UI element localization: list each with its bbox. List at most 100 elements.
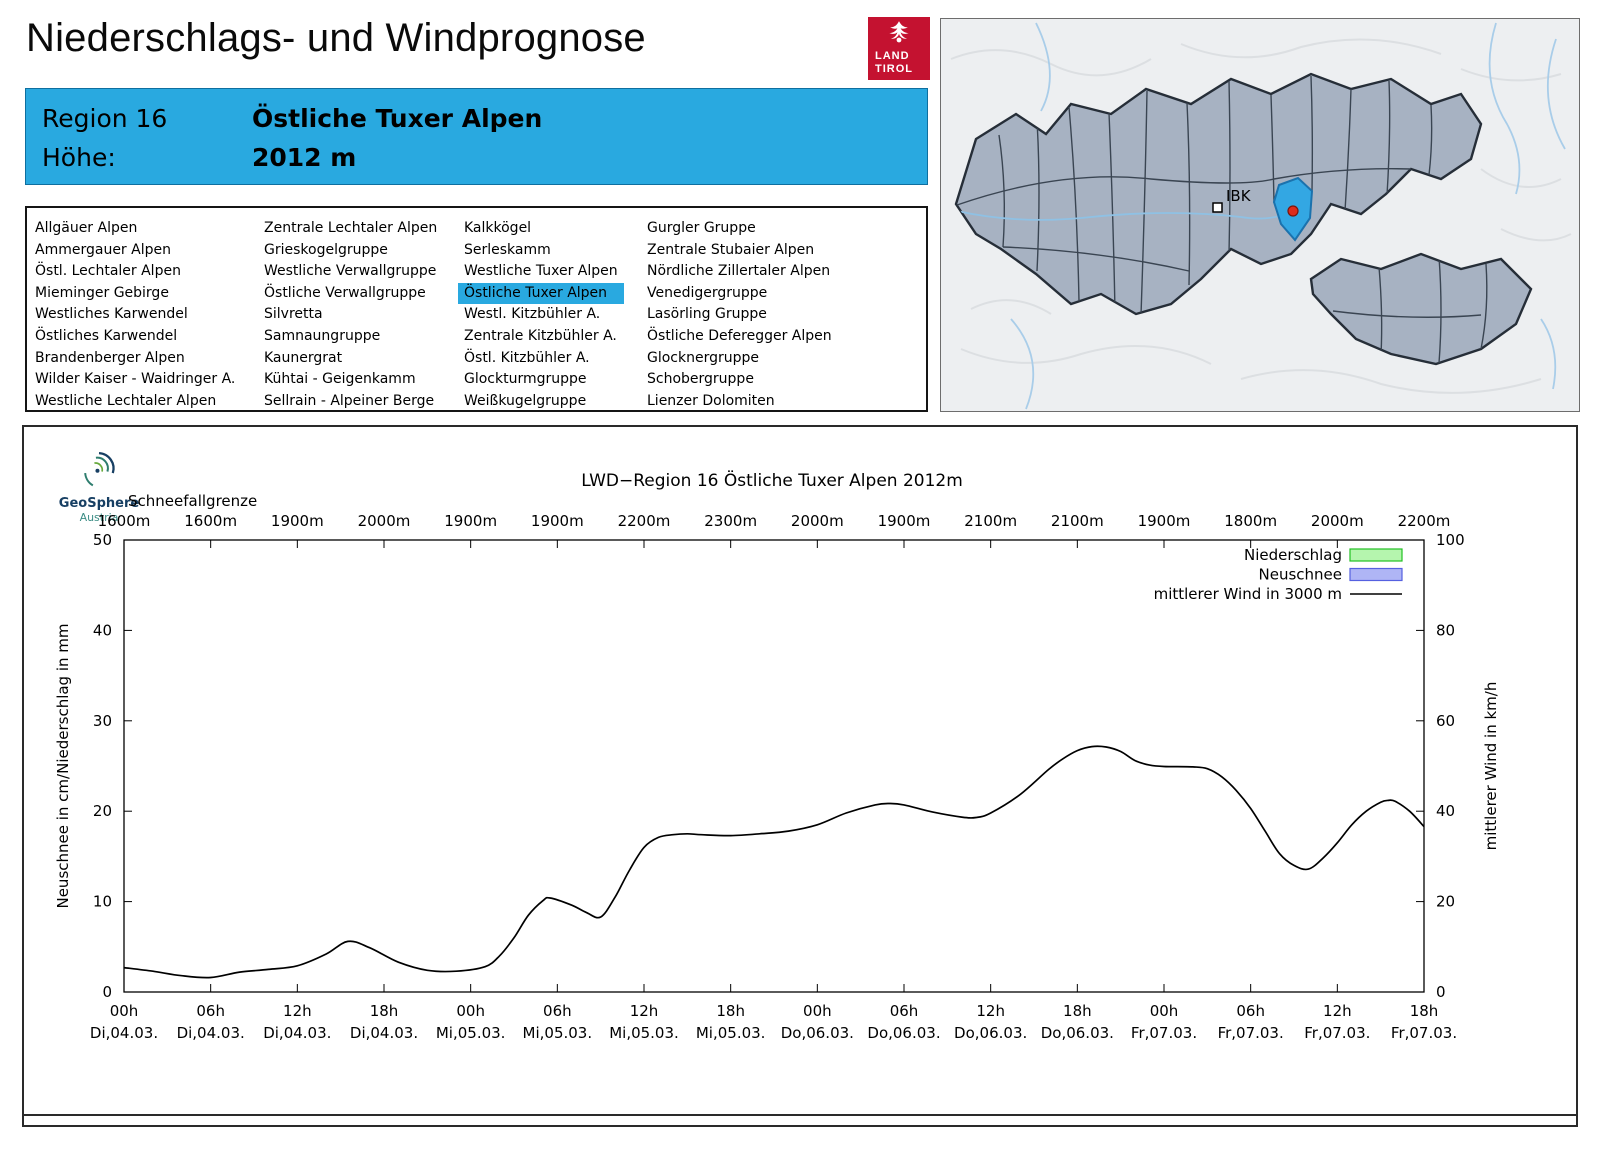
y-tick-right-label: 20 [1436,893,1455,911]
y-tick-left-label: 20 [93,802,112,820]
region-list-item[interactable]: Östl. Lechtaler Alpen [35,263,181,280]
region-list-item[interactable]: Zentrale Lechtaler Alpen [264,220,438,236]
legend-swatch [1349,548,1403,562]
region-list-item[interactable]: Kühtai - Geigenkamm [264,371,416,388]
x-tick-date-label: Mi,05.03. [523,1024,593,1042]
region-number-label: Region 16 [42,104,168,133]
legend-label: Niederschlag [1244,546,1342,564]
region-list-item[interactable]: Westliche Verwallgruppe [264,263,437,280]
east-region-borders [1332,256,1488,364]
x-tick-time-label: 06h [890,1002,919,1020]
region-list-item[interactable]: Östl. Kitzbühler A. [464,349,590,366]
region-list-item[interactable]: Kalkkögel [464,220,532,236]
region-list-item[interactable]: Östliche Verwallgruppe [264,284,426,301]
x-tick-date-label: Di,04.03. [263,1024,331,1042]
region-info-panel: Region 16 Östliche Tuxer Alpen Höhe: 201… [25,88,928,185]
ibk-square-marker [1212,202,1223,213]
snowline-heading: Schneefallgrenze [128,492,257,510]
region-name-value: Östliche Tuxer Alpen [252,104,543,133]
x-tick-time-label: 18h [1063,1002,1092,1020]
y-tick-left-label: 50 [93,531,112,549]
snowline-value: 1600m [98,512,151,530]
region-list-item[interactable]: Mieminger Gebirge [35,284,169,301]
y-tick-left-label: 10 [93,893,112,911]
snowline-value: 2000m [358,512,411,530]
region-borders [956,75,1433,314]
region-list-item[interactable]: Wilder Kaiser - Waidringer A. [35,371,236,388]
region-list-item[interactable]: Sellrain - Alpeiner Berge [264,392,435,409]
region-list-item[interactable]: Gurgler Gruppe [647,220,756,236]
station-marker [1287,205,1299,217]
x-tick-time-label: 12h [1323,1002,1352,1020]
altitude-label: Höhe: [42,143,116,172]
page-title: Niederschlags- und Windprognose [26,16,646,60]
x-tick-time-label: 06h [543,1002,572,1020]
legend-label: Neuschnee [1259,566,1343,584]
region-list-item[interactable]: Westliche Tuxer Alpen [464,263,618,280]
plot-frame [123,539,1425,993]
region-list-item[interactable]: Glockturmgruppe [464,371,587,388]
y-tick-left-label: 30 [93,712,112,730]
region-list-item[interactable]: Ammergauer Alpen [35,241,171,258]
region-list-item[interactable]: Silvretta [264,306,323,323]
x-tick-time-label: 18h [370,1002,399,1020]
region-list-item[interactable]: Brandenberger Alpen [35,349,185,366]
region-list-item[interactable]: Zentrale Stubaier Alpen [647,241,815,258]
region-list-item[interactable]: Östliches Karwendel [35,327,178,344]
region-column: Kalkkögel Serleskamm Westliche Tuxer Alpen… [458,218,624,412]
east-tirol-region [1309,252,1533,366]
legend-swatch [1349,567,1403,582]
region-list-panel: Allgäuer Alpen Ammergauer Alpen Östl. Lech… [25,206,928,412]
geosphere-swirl-icon [84,451,115,487]
region-list-item[interactable]: Lasörling Gruppe [647,306,767,323]
logo-text-tirol: TIROL [875,63,913,75]
x-tick-time-label: 00h [110,1002,139,1020]
y-tick-left-label: 40 [93,621,112,639]
x-tick-time-label: 12h [630,1002,659,1020]
legend-label: mittlerer Wind in 3000 m [1154,585,1342,603]
region-list-item[interactable]: Glocknergruppe [647,349,760,366]
x-tick-time-label: 00h [1150,1002,1179,1020]
region-list-item[interactable]: Östliche Tuxer Alpen [458,282,624,305]
region-list-item[interactable]: Weißkugelgruppe [464,392,587,409]
snowline-value: 2300m [704,512,757,530]
region-list-item[interactable]: Grieskogelgruppe [264,241,388,258]
tirol-map-svg: IBK [941,19,1579,411]
x-tick-time-label: 12h [976,1002,1005,1020]
chart-title: LWD−Region 16 Östliche Tuxer Alpen 2012m [581,469,963,491]
x-tick-date-label: Do,06.03. [954,1024,1027,1042]
region-list-item[interactable]: Zentrale Kitzbühler A. [464,327,617,344]
x-tick-date-label: Mi,05.03. [436,1024,506,1042]
x-tick-date-label: Fr,07.03. [1131,1024,1197,1042]
region-column: Allgäuer Alpen Ammergauer Alpen Östl. Lech… [29,218,241,412]
region-list-item[interactable]: Westliches Karwendel [35,306,188,323]
x-tick-time-label: 12h [283,1002,312,1020]
terrain-texture [950,38,1572,394]
region-list-item[interactable]: Samnaungruppe [264,327,381,344]
y-tick-right-label: 100 [1436,531,1465,549]
region-list-item[interactable]: Lienzer Dolomiten [647,392,775,409]
forecast-chart-svg: LWD−Region 16 Östliche Tuxer Alpen 2012m… [54,469,1500,1042]
snowline-value: 2000m [1311,512,1364,530]
snowline-value: 1900m [271,512,324,530]
geosphere-sub: Austria [79,511,119,524]
x-tick-date-label: Do,06.03. [781,1024,854,1042]
region-list-item[interactable]: Venedigergruppe [647,284,768,301]
region-list-item[interactable]: Nördliche Zillertaler Alpen [647,263,831,280]
x-tick-date-label: Di,04.03. [350,1024,418,1042]
region-list-item[interactable]: Westl. Kitzbühler A. [464,306,601,323]
wind-line [123,745,1425,979]
region-list-item[interactable]: Allgäuer Alpen [35,220,138,236]
region-list-item[interactable]: Östliche Deferegger Alpen [647,327,832,344]
x-tick-time-label: 00h [803,1002,832,1020]
logo-text-land: LAND [875,50,910,62]
forecast-chart-panel: GeoSphere Austria LWD−Region 16 Östliche… [22,425,1578,1127]
x-tick-date-label: Di,04.03. [90,1024,158,1042]
region-list-item[interactable]: Schobergruppe [647,371,754,388]
y-tick-right-label: 40 [1436,802,1455,820]
region-list-item[interactable]: Serleskamm [464,241,551,258]
region-list-item[interactable]: Westliche Lechtaler Alpen [35,392,217,409]
region-list-item[interactable]: Kaunergrat [264,349,343,366]
snowline-value: 2200m [1398,512,1451,530]
